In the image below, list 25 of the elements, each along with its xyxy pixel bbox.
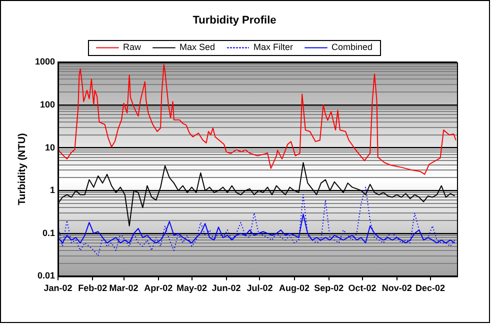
x-tick-label: Jul-02 bbox=[246, 283, 273, 294]
legend-label: Max Sed bbox=[179, 42, 216, 52]
legend-label: Max Filter bbox=[254, 42, 294, 52]
x-tick-label: Apr-02 bbox=[144, 283, 173, 294]
chart-title: Turbidity Profile bbox=[192, 14, 276, 27]
y-axis-title: Turbidity (NTU) bbox=[16, 133, 28, 206]
line-series bbox=[58, 186, 456, 256]
y-tick-label: 1000 bbox=[34, 56, 56, 67]
x-tick-label: Feb-02 bbox=[78, 283, 108, 294]
x-tick-label: Dec-02 bbox=[415, 283, 446, 294]
y-tick-label: 0.1 bbox=[42, 228, 56, 238]
x-tick-label: Mar-02 bbox=[109, 283, 138, 294]
y-tick-label: 100 bbox=[40, 99, 56, 110]
x-tick-label: May-02 bbox=[176, 283, 208, 294]
y-tick-label: 0.01 bbox=[37, 270, 56, 281]
y-tick-label: 1 bbox=[50, 185, 56, 196]
x-tick-label: Jan-02 bbox=[44, 283, 72, 294]
legend-label: Raw bbox=[122, 42, 142, 52]
x-tick-label: Nov-02 bbox=[382, 283, 412, 294]
x-tick-label: Oct-02 bbox=[348, 283, 376, 294]
y-tick-label: 10 bbox=[45, 142, 56, 152]
legend-label: Combined bbox=[332, 42, 373, 52]
x-tick-label: Sep-02 bbox=[314, 283, 344, 294]
x-tick-label: Jun-02 bbox=[212, 283, 241, 294]
x-tick-label: Aug-02 bbox=[279, 283, 310, 294]
